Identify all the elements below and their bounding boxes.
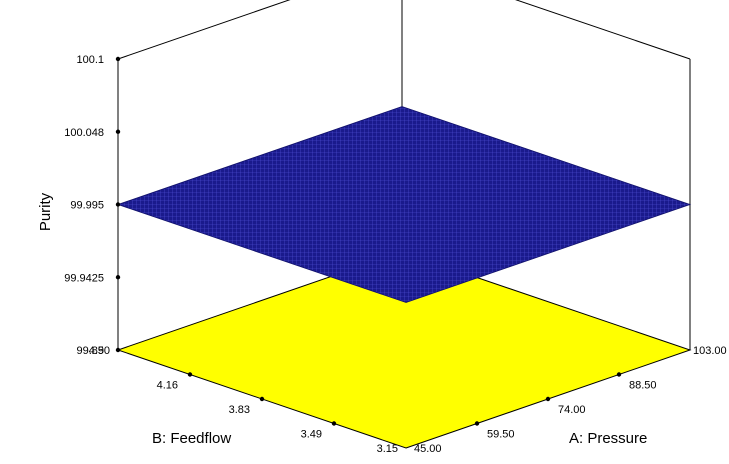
z-tick-dot xyxy=(115,347,121,353)
z-tick-dot xyxy=(115,202,121,207)
x-tick-dot xyxy=(474,421,480,426)
z-tick-label: 99.995 xyxy=(70,200,104,212)
y-tick-label: 3.83 xyxy=(229,404,250,416)
y-axis-title: B: Feedflow xyxy=(152,430,231,447)
back-top-right-edge xyxy=(515,0,691,60)
response-surface xyxy=(116,106,692,303)
y-tick-dot xyxy=(331,421,337,426)
y-tick-dot xyxy=(259,396,265,402)
z-axis-title: Purity xyxy=(37,192,54,231)
x-tick-label: 59.50 xyxy=(487,429,515,441)
y-tick-dot xyxy=(187,372,193,377)
x-tick-label: 88.50 xyxy=(629,380,657,392)
z-tick-dot xyxy=(115,56,121,62)
x-tick-label: 74.00 xyxy=(558,404,586,416)
z-tick-label: 99.9425 xyxy=(64,272,104,284)
y-tick-label: 4.50 xyxy=(89,345,110,357)
z-tick-label: 99.89 xyxy=(76,345,104,357)
x-tick-label: 103.00 xyxy=(693,345,727,357)
z-tick-label: 100.1 xyxy=(76,54,104,66)
x-tick-dot xyxy=(545,396,551,402)
y-tick-label: 4.16 xyxy=(157,380,178,392)
z-tick-dot xyxy=(115,129,121,134)
x-axis-title: A: Pressure xyxy=(569,430,647,447)
z-tick-dot xyxy=(115,275,121,280)
y-tick-label: 3.15 xyxy=(377,443,398,455)
back-top-left-edge xyxy=(117,0,291,60)
z-tick-label: 100.048 xyxy=(64,127,104,139)
x-tick-dot xyxy=(616,372,622,377)
y-tick-label: 3.49 xyxy=(301,429,322,441)
x-tick-label: 45.00 xyxy=(414,443,442,455)
